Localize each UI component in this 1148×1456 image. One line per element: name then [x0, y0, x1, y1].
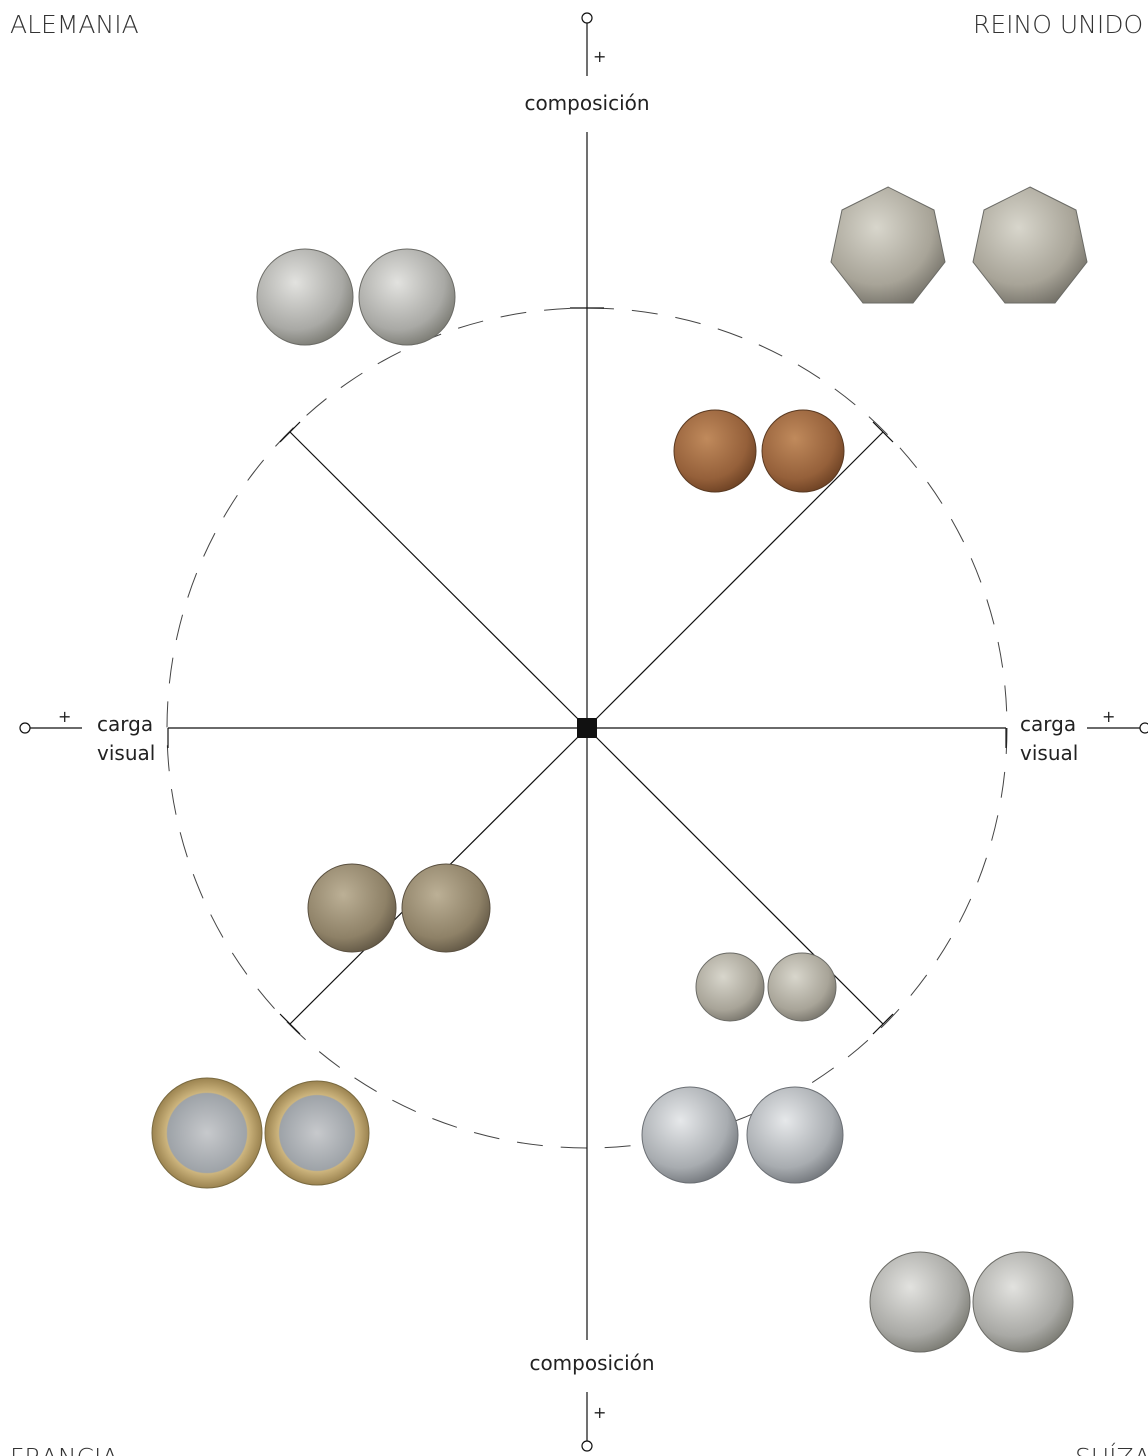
diagram: ALEMANIA REINO UNIDO FRANCIA SUÍZA + com… [0, 0, 1148, 1456]
axis-sign: + [58, 707, 71, 726]
axis-label: composición [524, 91, 649, 115]
axis-sign: + [593, 47, 606, 66]
coin [308, 864, 396, 952]
axis-label: visual [1020, 741, 1078, 765]
coin [831, 187, 945, 303]
axis-label: composición [529, 1351, 654, 1375]
coin [265, 1081, 369, 1185]
diagonal [290, 432, 587, 728]
coin-pair [257, 249, 455, 345]
axis-label: carga [97, 712, 153, 736]
country-label: SUÍZA [1075, 1443, 1148, 1456]
coin [768, 953, 836, 1021]
coin-pair [152, 1078, 369, 1188]
coin [696, 953, 764, 1021]
axis-end [582, 1441, 592, 1451]
center-marker [577, 718, 597, 738]
country-label: FRANCIA [10, 1443, 118, 1456]
coin [973, 1252, 1073, 1352]
axis-end [20, 723, 30, 733]
axis-end [1140, 723, 1148, 733]
axis-sign: + [1102, 707, 1115, 726]
coin-pair [674, 410, 844, 492]
axis-label: carga [1020, 712, 1076, 736]
coin [747, 1087, 843, 1183]
coin [359, 249, 455, 345]
coin-pair [642, 1087, 843, 1183]
country-label: REINO UNIDO [973, 10, 1143, 39]
coin [762, 410, 844, 492]
coin [257, 249, 353, 345]
coin-pair [308, 864, 490, 952]
coin [152, 1078, 262, 1188]
coin [973, 187, 1087, 303]
coin [674, 410, 756, 492]
coin-pair [696, 953, 836, 1021]
axis-end [582, 13, 592, 23]
coin [402, 864, 490, 952]
coin [870, 1252, 970, 1352]
coin-pair [870, 1252, 1073, 1352]
coin-pair [831, 187, 1087, 303]
axis-label: visual [97, 741, 155, 765]
axis-sign: + [593, 1403, 606, 1422]
coin [642, 1087, 738, 1183]
country-label: ALEMANIA [10, 10, 139, 39]
page: ALEMANIA REINO UNIDO FRANCIA SUÍZA + com… [0, 0, 1148, 1456]
